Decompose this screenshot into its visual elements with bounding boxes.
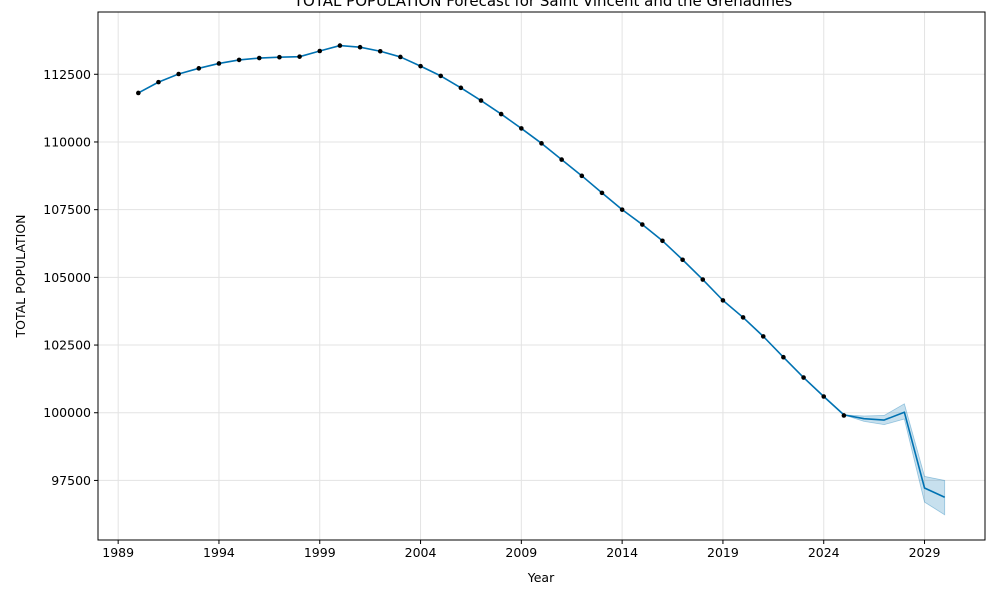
- observed-data-point: [498, 111, 504, 117]
- observed-data-point: [256, 55, 262, 61]
- x-tick-label: 2014: [606, 545, 638, 560]
- observed-data-point: [579, 173, 585, 179]
- y-tick-label: 102500: [43, 338, 91, 353]
- x-tick-label: 2009: [505, 545, 537, 560]
- x-axis: 1989 1994 1999 2004 2009 2014 2019 2024 2029: [102, 540, 940, 560]
- observed-data-point: [277, 54, 282, 60]
- chart-title: TOTAL POPULATION Forecast for Saint Vinc…: [293, 0, 793, 10]
- observed-data-point: [337, 43, 343, 48]
- plot-frame: [97, 11, 986, 541]
- y-tick-label: 112500: [43, 67, 91, 82]
- observed-data-point: [236, 57, 242, 63]
- observed-data-point: [559, 157, 564, 162]
- observed-data-point: [720, 298, 726, 303]
- y-axis-label: TOTAL POPULATION: [13, 214, 28, 338]
- x-tick-label: 2004: [405, 545, 437, 560]
- observed-data-point: [841, 413, 847, 418]
- observed-points: [136, 43, 847, 418]
- plot-area: [98, 12, 985, 540]
- observed-data-point: [640, 222, 645, 227]
- y-tick-label: 97500: [51, 473, 91, 488]
- y-tick-label: 110000: [43, 134, 91, 149]
- observed-data-point: [821, 394, 827, 399]
- observed-data-point: [781, 354, 786, 360]
- observed-data-point: [660, 238, 665, 244]
- observed-data-point: [418, 63, 423, 69]
- observed-data-point: [478, 98, 484, 103]
- x-tick-label: 2024: [808, 545, 840, 560]
- y-axis: 97500 100000 102500 105000 107500 110000 11250…: [43, 67, 98, 488]
- observed-data-point: [680, 257, 685, 263]
- x-tick-label: 2019: [707, 545, 739, 560]
- x-axis-label: Year: [527, 570, 555, 585]
- observed-data-point: [196, 66, 202, 71]
- x-tick-label: 1989: [102, 545, 134, 560]
- observed-data-point: [599, 190, 605, 196]
- observed-data-point: [176, 71, 181, 77]
- observed-data-point: [398, 54, 403, 60]
- observed-data-point: [136, 90, 141, 96]
- observed-data-point: [216, 61, 222, 66]
- y-tick-label: 107500: [43, 202, 91, 217]
- observed-data-point: [801, 375, 806, 380]
- y-tick-label: 100000: [43, 405, 91, 420]
- y-tick-label: 105000: [43, 270, 91, 285]
- observed-data-point: [377, 48, 383, 54]
- observed-data-point: [740, 315, 746, 320]
- grid-lines: [98, 12, 985, 540]
- x-tick-label: 1994: [203, 545, 235, 560]
- observed-data-point: [760, 334, 766, 339]
- observed-data-point: [700, 277, 706, 282]
- observed-data-point: [156, 79, 161, 85]
- observed-data-point: [317, 48, 323, 54]
- observed-data-point: [297, 54, 302, 59]
- x-tick-label: 2029: [909, 545, 941, 560]
- observed-data-point: [458, 85, 464, 91]
- observed-data-point: [619, 207, 625, 212]
- observed-data-point: [438, 73, 444, 79]
- observed-data-point: [357, 44, 363, 50]
- x-tick-label: 1999: [304, 545, 336, 560]
- observed-data-point: [519, 126, 524, 131]
- observed-data-point: [539, 141, 544, 146]
